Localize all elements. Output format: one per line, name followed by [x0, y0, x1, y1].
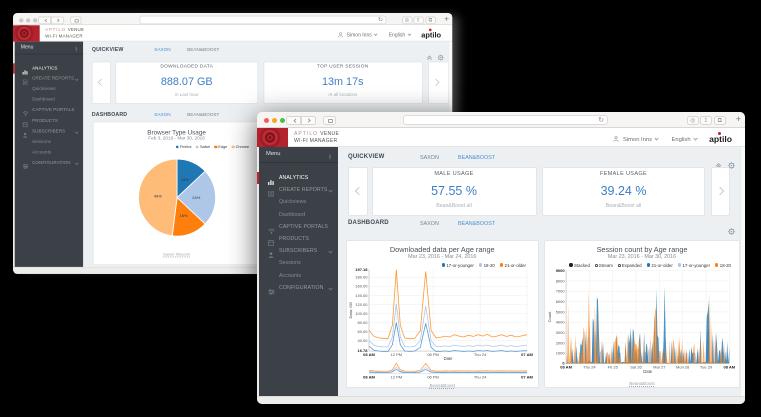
svg-text:06 PM: 06 PM: [427, 352, 439, 357]
svg-text:08 AM: 08 AM: [363, 375, 375, 380]
svg-text:13%: 13%: [181, 176, 189, 181]
svg-text:Data: GB: Data: GB: [348, 302, 353, 319]
svg-text:8000: 8000: [556, 278, 566, 283]
svg-text:Mon 28: Mon 28: [676, 365, 690, 370]
svg-text:40.00: 40.00: [357, 338, 368, 343]
svg-text:0: 0: [562, 361, 565, 366]
svg-text:3000: 3000: [556, 330, 566, 335]
svg-text:5000: 5000: [556, 309, 566, 314]
svg-text:08 AM: 08 AM: [363, 352, 375, 357]
svg-text:15%: 15%: [180, 212, 188, 217]
svg-text:12 PM: 12 PM: [390, 375, 402, 380]
svg-text:Fri 25: Fri 25: [608, 365, 619, 370]
svg-text:07 AM: 07 AM: [521, 352, 533, 357]
svg-text:08 AM: 08 AM: [723, 365, 735, 370]
svg-text:Thu 24: Thu 24: [473, 352, 486, 357]
svg-text:80.00: 80.00: [357, 320, 368, 325]
svg-text:1000: 1000: [556, 351, 566, 356]
svg-text:Count: Count: [547, 311, 552, 323]
svg-text:Date: Date: [643, 369, 653, 374]
svg-text:140.00: 140.00: [355, 293, 368, 298]
svg-text:Tue 29: Tue 29: [700, 365, 713, 370]
svg-text:120.00: 120.00: [355, 302, 368, 307]
svg-text:6000: 6000: [556, 299, 566, 304]
svg-text:08 AM: 08 AM: [560, 365, 572, 370]
svg-text:16.78: 16.78: [357, 348, 368, 353]
svg-text:60.00: 60.00: [357, 329, 368, 334]
svg-text:12 PM: 12 PM: [390, 352, 402, 357]
svg-text:9000: 9000: [556, 268, 566, 273]
svg-text:06 PM: 06 PM: [427, 375, 439, 380]
svg-text:160.00: 160.00: [355, 284, 368, 289]
svg-text:100.00: 100.00: [355, 311, 368, 316]
svg-text:7000: 7000: [556, 289, 566, 294]
svg-text:49%: 49%: [154, 193, 162, 198]
svg-text:Thu 24: Thu 24: [583, 365, 596, 370]
svg-text:2000: 2000: [556, 340, 566, 345]
svg-text:07 AM: 07 AM: [521, 375, 533, 380]
svg-text:Date: Date: [443, 356, 453, 361]
svg-text:Sat 26: Sat 26: [630, 365, 642, 370]
svg-text:4000: 4000: [556, 320, 566, 325]
svg-text:180.00: 180.00: [355, 275, 368, 280]
svg-text:Mar 27: Mar 27: [653, 365, 666, 370]
svg-text:Thu 24: Thu 24: [473, 375, 486, 380]
svg-text:24%: 24%: [192, 194, 200, 199]
svg-text:197.18: 197.18: [355, 267, 368, 272]
